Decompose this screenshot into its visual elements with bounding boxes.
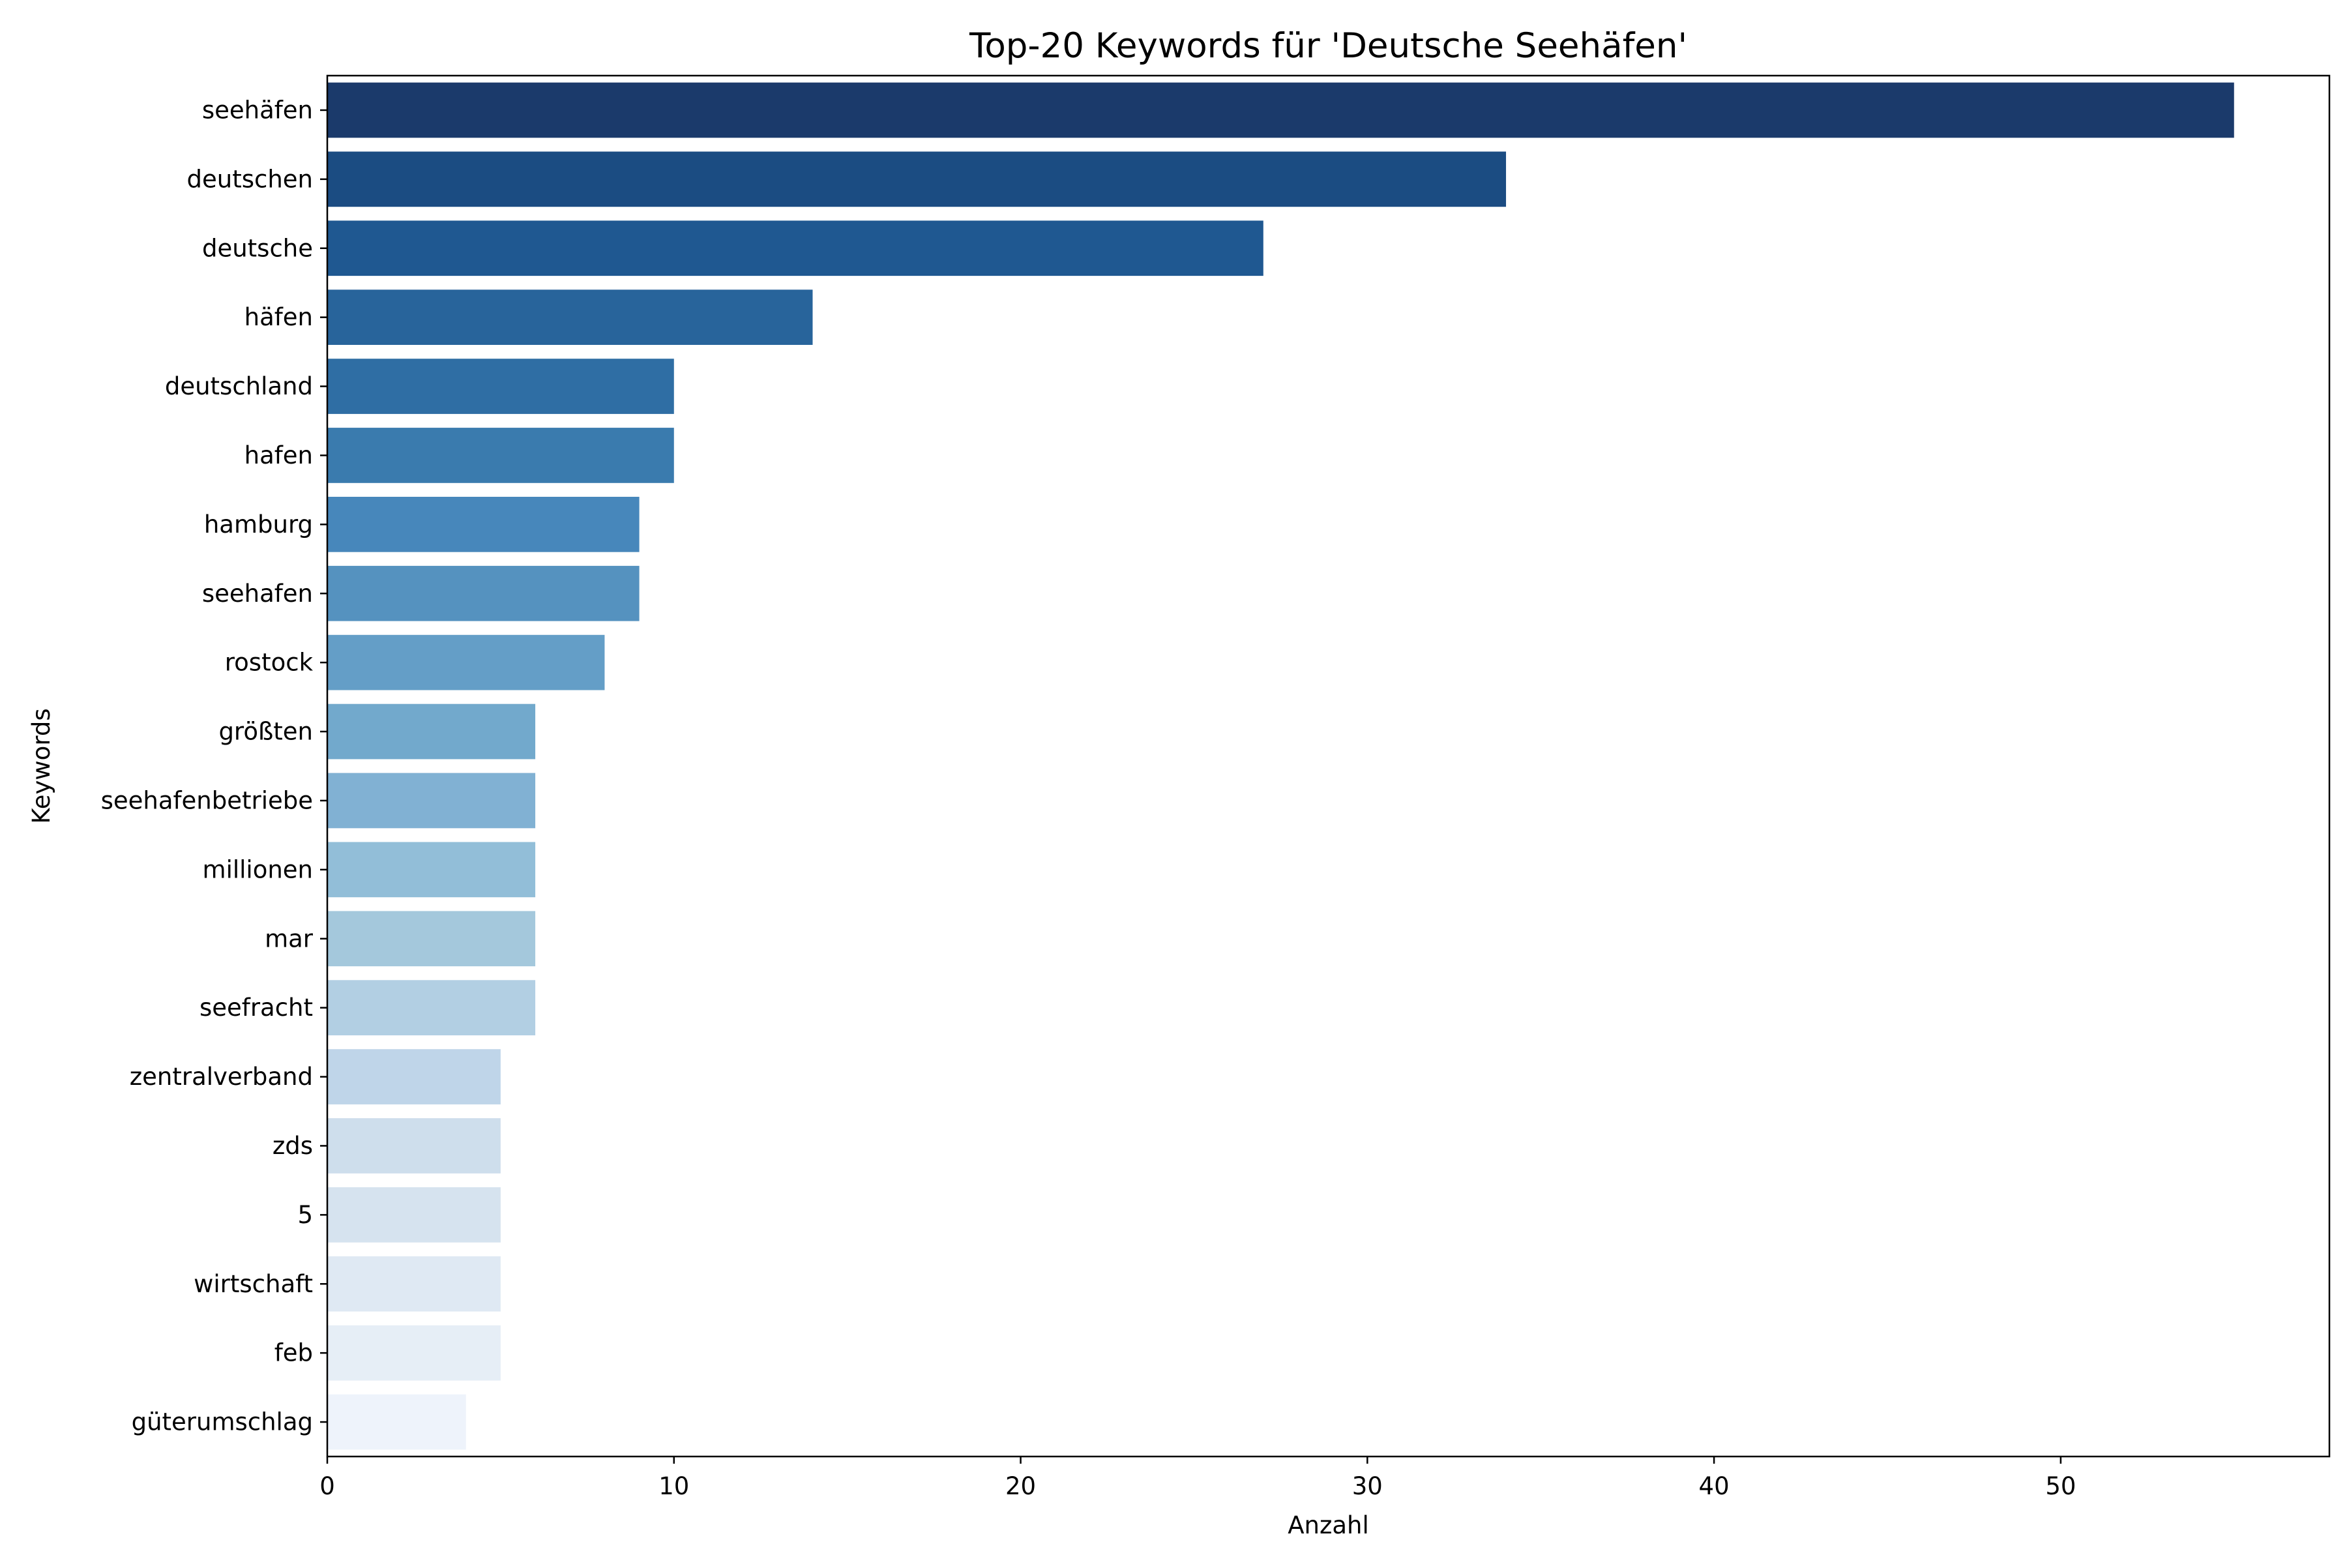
bar-19: [327, 1394, 466, 1450]
y-tick-label: größten: [218, 718, 313, 746]
y-tick-label: seefracht: [199, 994, 313, 1022]
y-tick-label: hamburg: [204, 510, 313, 539]
bar-16: [327, 1187, 501, 1243]
x-axis-ticks: 0 10 20 30 40 50: [319, 1457, 2076, 1500]
bar-5: [327, 428, 674, 483]
bar-10: [327, 773, 536, 829]
y-axis-label: Keywords: [27, 708, 55, 823]
bar-15: [327, 1118, 501, 1174]
y-tick-label: wirtschaft: [194, 1270, 313, 1298]
bar-18: [327, 1325, 501, 1381]
y-axis-ticks: seehäfen deutschen deutsche häfen deutschlan…: [101, 96, 327, 1436]
y-tick-label: deutschen: [187, 165, 314, 193]
bar-2: [327, 220, 1263, 276]
bar-17: [327, 1256, 501, 1312]
x-axis-label: Anzahl: [1288, 1511, 1369, 1539]
bar-7: [327, 565, 640, 621]
bar-12: [327, 911, 536, 967]
chart-title: Top-20 Keywords für 'Deutsche Seehäfen': [969, 26, 1687, 66]
bar-14: [327, 1049, 501, 1104]
x-tick-label: 40: [1699, 1472, 1730, 1500]
y-tick-label: güterumschlag: [132, 1408, 313, 1436]
y-tick-label: millionen: [203, 855, 313, 883]
bar-11: [327, 842, 536, 898]
y-tick-label: häfen: [244, 303, 313, 331]
x-tick-label: 20: [1005, 1472, 1036, 1500]
y-tick-label: seehafen: [202, 580, 313, 608]
y-tick-label: hafen: [244, 441, 313, 469]
y-tick-label: 5: [297, 1201, 313, 1229]
x-tick-label: 50: [2045, 1472, 2076, 1500]
bar-9: [327, 703, 536, 760]
y-tick-label: mar: [265, 925, 314, 953]
y-tick-label: feb: [274, 1339, 313, 1367]
bar-13: [327, 980, 536, 1036]
bar-1: [327, 151, 1507, 207]
y-tick-label: deutsche: [202, 234, 313, 262]
plot-frame: [326, 74, 2331, 1458]
bar-0: [327, 82, 2234, 138]
bar-8: [327, 634, 605, 690]
y-tick-label: seehäfen: [202, 96, 313, 124]
y-tick-label: zds: [273, 1132, 313, 1160]
x-tick-label: 10: [658, 1472, 689, 1500]
y-tick-label: rostock: [225, 649, 314, 677]
bar-4: [327, 359, 674, 414]
bar-6: [327, 496, 640, 552]
x-tick-label: 30: [1352, 1472, 1383, 1500]
y-tick-label: deutschland: [165, 372, 313, 400]
y-tick-label: zentralverband: [130, 1063, 313, 1091]
bars-group: [327, 82, 2234, 1450]
x-tick-label: 0: [319, 1472, 335, 1500]
bar-3: [327, 289, 813, 346]
y-tick-label: seehafenbetriebe: [101, 786, 313, 814]
